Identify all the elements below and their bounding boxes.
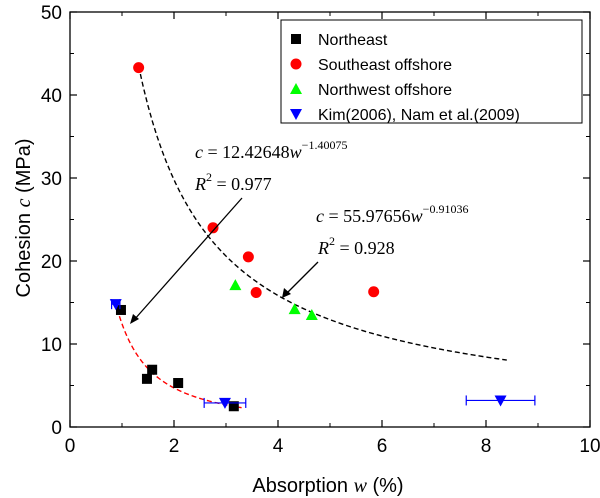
legend-label: Kim(2006), Nam et al.(2009) bbox=[318, 107, 520, 124]
data-point bbox=[173, 378, 184, 389]
x-tick-label: 4 bbox=[273, 436, 284, 457]
x-tick-label: 6 bbox=[377, 436, 388, 457]
series-0 bbox=[115, 304, 239, 412]
fit-equation-red: c = 12.42648w−1.40075 bbox=[195, 138, 347, 162]
legend-marker bbox=[290, 109, 302, 120]
arrow-upper-head bbox=[130, 314, 139, 324]
y-axis-title: Cohesion c (MPa) bbox=[13, 139, 35, 298]
data-point bbox=[305, 308, 318, 320]
series-1 bbox=[133, 62, 380, 299]
fit-annotation-lower: c = 55.97656w−0.91036 R2 = 0.928 bbox=[316, 202, 468, 258]
legend-marker bbox=[291, 34, 301, 44]
legend-marker bbox=[290, 83, 302, 94]
x-tick-label: 10 bbox=[579, 436, 600, 457]
series-3 bbox=[109, 299, 536, 409]
x-axis-label: Absorption w (%) bbox=[252, 475, 403, 497]
plot-area bbox=[109, 62, 536, 412]
legend-label: Northeast bbox=[318, 32, 388, 49]
legend-label: Southeast offshore bbox=[318, 57, 452, 74]
data-point bbox=[242, 251, 254, 263]
x-tick-label: 2 bbox=[169, 436, 180, 457]
fit-equation-black: c = 55.97656w−0.91036 bbox=[316, 202, 468, 226]
data-point bbox=[109, 299, 122, 311]
legend: Northeast Southeast offshore Northwest off… bbox=[280, 19, 583, 124]
arrow-lower-head bbox=[282, 288, 291, 298]
data-point bbox=[229, 279, 242, 291]
x-axis-title: Absorption w (%) bbox=[252, 475, 403, 497]
data-point bbox=[368, 286, 380, 298]
fit-r2-black: R2 = 0.928 bbox=[317, 234, 395, 258]
fit-curve-red bbox=[118, 315, 242, 409]
annotation-arrows bbox=[130, 197, 319, 324]
y-tick-label: 20 bbox=[41, 252, 62, 273]
x-tick-label: 8 bbox=[481, 436, 492, 457]
data-point bbox=[228, 401, 239, 412]
x-tick-label: 0 bbox=[65, 436, 76, 457]
data-point bbox=[115, 304, 126, 315]
y-axis-label: Cohesion c (MPa) bbox=[13, 139, 35, 298]
legend-box bbox=[280, 19, 583, 124]
data-point bbox=[250, 287, 262, 299]
y-tick-label: 50 bbox=[41, 3, 62, 24]
arrow-lower-line bbox=[285, 261, 319, 295]
axes: 0 2 4 6 8 10 0 10 20 30 40 50 bbox=[41, 3, 600, 457]
data-point bbox=[207, 222, 219, 234]
arrow-upper-line bbox=[133, 197, 243, 321]
legend-label: Northwest offshore bbox=[318, 82, 452, 99]
y-tick-label: 0 bbox=[51, 418, 62, 439]
y-tick-label: 10 bbox=[41, 335, 62, 356]
data-point bbox=[288, 303, 301, 315]
fit-r2-red: R2 = 0.977 bbox=[194, 170, 272, 194]
data-point bbox=[218, 397, 231, 409]
fit-annotation-upper: c = 12.42648w−1.40075 R2 = 0.977 bbox=[194, 138, 347, 194]
data-point bbox=[133, 62, 145, 74]
data-point bbox=[494, 395, 507, 407]
y-tick-label: 30 bbox=[41, 169, 62, 190]
fit-curve-black bbox=[137, 66, 507, 361]
y-tick-label: 40 bbox=[41, 86, 62, 107]
data-point bbox=[141, 373, 152, 384]
legend-marker bbox=[290, 58, 302, 70]
data-point bbox=[147, 364, 158, 375]
series-2 bbox=[229, 279, 318, 320]
